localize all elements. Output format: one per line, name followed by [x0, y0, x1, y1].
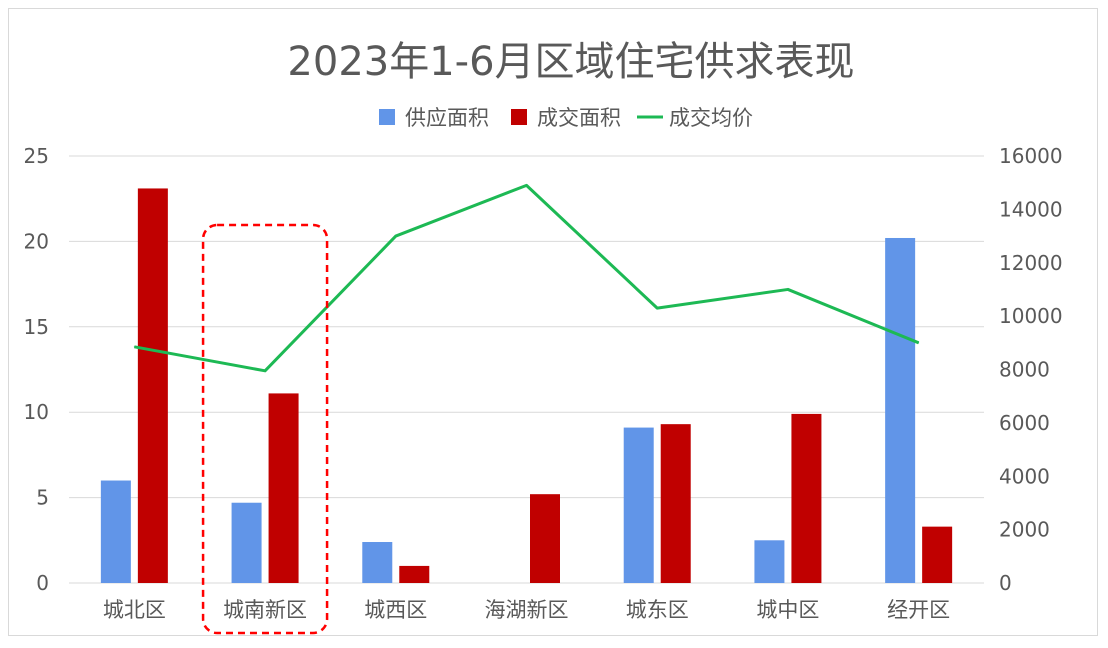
highlight-layer	[201, 223, 329, 635]
bar-成交面积-城西区	[399, 565, 430, 583]
chart-title: 2023年1-6月区域住宅供求表现	[287, 39, 854, 85]
bar-成交面积-城南新区	[268, 393, 299, 583]
legend-label: 供应面积	[405, 106, 489, 130]
legend-swatch	[379, 109, 395, 125]
right-tick-label: 6000	[999, 411, 1050, 435]
left-tick-label: 15	[24, 315, 49, 339]
bar-成交面积-海湖新区	[530, 494, 560, 583]
category-label: 城北区	[103, 598, 166, 622]
left-tick-label: 10	[24, 400, 49, 424]
highlight-box	[201, 223, 329, 635]
legend: 供应面积 成交面积 成交均价	[379, 106, 753, 130]
chart-frame: 2023年1-6月区域住宅供求表现 供应面积 成交面积 成交均价 0 5 10 15 20 2…	[8, 8, 1098, 636]
left-tick-label: 0	[36, 571, 49, 595]
bar-供应面积-城中区	[754, 540, 785, 583]
category-label: 海湖新区	[485, 598, 569, 622]
legend-label: 成交面积	[537, 106, 621, 130]
right-tick-label: 14000	[999, 197, 1063, 221]
line-point	[656, 307, 658, 309]
right-axis: 0 2000 4000 6000 8000 10000 12000 14000 16000	[999, 144, 1063, 595]
category-axis: 城北区 城南新区 城西区 海湖新区 城东区 城中区 经开区	[103, 598, 950, 622]
line-point	[918, 342, 920, 344]
bar-成交面积-城东区	[660, 424, 691, 583]
right-tick-label: 16000	[999, 144, 1063, 168]
right-tick-label: 12000	[999, 251, 1063, 275]
bar-供应面积-城西区	[362, 542, 393, 583]
bars-layer	[100, 188, 953, 583]
bar-供应面积-城北区	[100, 480, 131, 583]
line-point	[395, 235, 397, 237]
left-axis: 0 5 10 15 20 25	[24, 144, 49, 595]
bar-供应面积-城南新区	[231, 502, 262, 583]
bar-成交面积-经开区	[922, 526, 953, 583]
line-point	[133, 346, 135, 348]
left-tick-label: 20	[24, 229, 49, 253]
bar-成交面积-城北区	[137, 188, 168, 583]
line-layer	[133, 183, 920, 373]
legend-swatch	[511, 109, 527, 125]
right-tick-label: 2000	[999, 518, 1050, 542]
right-tick-label: 8000	[999, 358, 1050, 382]
right-tick-label: 10000	[999, 304, 1063, 328]
grid-layer	[69, 155, 984, 584]
left-tick-label: 25	[24, 144, 49, 168]
right-tick-label: 0	[999, 571, 1012, 595]
right-tick-label: 4000	[999, 464, 1050, 488]
bar-成交面积-城中区	[791, 413, 822, 583]
chart-svg: 2023年1-6月区域住宅供求表现 供应面积 成交面积 成交均价 0 5 10 15 20 2…	[24, 39, 1063, 635]
category-label: 城中区	[756, 598, 819, 622]
line-成交均价	[134, 183, 920, 373]
bar-供应面积-经开区	[885, 237, 916, 583]
line-point	[264, 370, 266, 372]
bar-供应面积-城东区	[623, 427, 654, 583]
category-label: 城西区	[364, 598, 427, 622]
legend-label: 成交均价	[669, 106, 753, 130]
left-tick-label: 5	[36, 486, 49, 510]
line-point	[526, 184, 527, 186]
line-point	[787, 288, 789, 290]
category-label: 经开区	[887, 598, 950, 622]
category-label: 城南新区	[223, 598, 307, 622]
category-label: 城东区	[626, 598, 689, 622]
